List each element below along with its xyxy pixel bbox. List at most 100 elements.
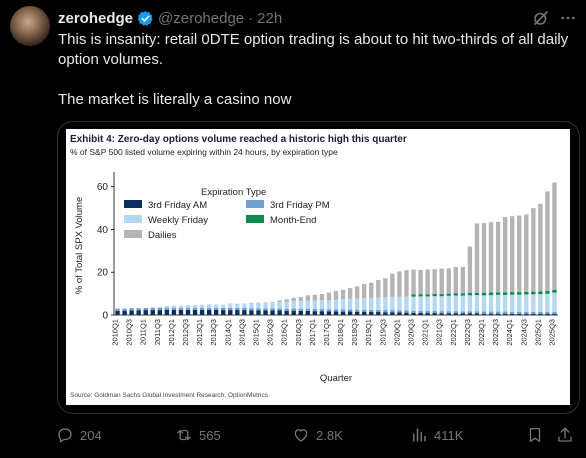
bar-weekly-friday [277,301,282,309]
views-button[interactable]: 411K [410,424,463,446]
bar-3rd-friday-am [270,310,275,315]
x-tick-label: 2023Q3 [491,319,500,346]
bar-3rd-friday-pm [305,308,310,311]
bar-3rd-friday-pm [390,310,395,313]
heart-icon [294,429,308,442]
bar-dailies [488,222,494,293]
bar-weekly-friday [340,299,346,310]
reply-button[interactable]: 204 [56,424,102,446]
avatar[interactable] [10,6,50,46]
bar-3rd-friday-pm [263,308,268,311]
bar-3rd-friday-pm [214,307,219,310]
bar-dailies [376,279,381,298]
x-tick-label: 2022Q3 [463,319,472,346]
bar-dailies [411,269,416,295]
bar-dailies [453,267,458,294]
bar-dailies [319,294,325,301]
bar-weekly-friday [411,296,416,311]
bar-3rd-friday-am [517,313,522,315]
bar-3rd-friday-pm [531,311,536,314]
bar-3rd-friday-am [347,311,353,315]
bar-3rd-friday-am [340,311,346,315]
x-tick-label: 2014Q1 [223,319,232,346]
legend-swatch [246,215,264,223]
legend-swatch [124,230,142,238]
bar-dailies [446,268,451,294]
bar-3rd-friday-am [178,309,184,315]
bar-weekly-friday [199,304,205,308]
bar-month-end [418,294,423,297]
bar-weekly-friday [263,302,268,309]
bar-3rd-friday-am [383,312,388,315]
legend-label: Weekly Friday [148,215,208,226]
bar-month-end [495,292,501,295]
x-tick-label: 2015Q3 [266,319,275,346]
bar-3rd-friday-am [319,311,325,315]
timestamp[interactable]: 22h [257,9,283,27]
bar-3rd-friday-am [277,310,282,315]
chart-title: Exhibit 4: Zero-day options volume reach… [70,134,407,145]
bar-weekly-friday [439,296,444,312]
bar-weekly-friday [545,293,550,312]
bar-3rd-friday-pm [453,311,458,314]
bar-3rd-friday-am [242,310,247,315]
user-handle[interactable]: @zerohedge [158,9,245,27]
repost-button[interactable]: 565 [175,424,221,446]
x-tick-label: 2010Q3 [125,319,134,346]
bar-3rd-friday-pm [397,310,402,313]
bar-weekly-friday [305,300,310,309]
more-options-icon[interactable] [558,9,578,27]
bar-weekly-friday [397,296,402,311]
x-tick-label: 2024Q1 [505,319,514,346]
bar-3rd-friday-am [552,313,557,315]
bar-3rd-friday-am [376,312,381,315]
bar-3rd-friday-am [305,310,310,315]
x-tick-label: 2014Q3 [237,319,246,346]
bar-3rd-friday-pm [228,307,233,311]
bar-3rd-friday-am [298,310,303,315]
grok-icon[interactable] [532,9,550,27]
x-tick-label: 2021Q1 [421,319,430,346]
bar-month-end [502,292,508,295]
bar-3rd-friday-am [143,310,148,315]
chart-svg: 0 20 40 60 % of Total SPX Volume 2010Q1 2010Q3… [74,172,558,384]
bar-weekly-friday [206,304,212,308]
bar-dailies [249,302,254,304]
bookmark-button[interactable] [526,424,544,446]
bar-3rd-friday-am [235,310,240,315]
bar-3rd-friday-am [214,309,219,315]
y-axis-label: % of Total SPX Volume [74,197,85,295]
bar-3rd-friday-am [362,311,367,315]
repost-icon [177,429,191,441]
x-tick-label: 2012Q3 [181,319,190,346]
x-tick-label: 2018Q1 [336,319,345,346]
x-tick-label: 2016Q3 [294,319,303,346]
like-button[interactable]: 2.8K [292,424,343,446]
bar-3rd-friday-pm [206,307,212,310]
bar-month-end [538,291,543,295]
bar-weekly-friday [517,294,522,312]
bar-weekly-friday [404,296,409,311]
bar-3rd-friday-am [404,312,409,315]
bar-3rd-friday-pm [256,308,261,311]
display-name[interactable]: zerohedge [58,9,134,27]
bar-dailies [291,297,296,302]
share-button[interactable] [556,424,574,446]
bar-3rd-friday-am [418,312,423,315]
x-tick-label: 2013Q1 [195,319,204,346]
bar-dailies [439,268,444,295]
bar-3rd-friday-am [369,312,374,315]
bar-3rd-friday-am [122,310,127,315]
bar-3rd-friday-pm [446,311,451,314]
repost-count: 565 [199,427,221,443]
media-card[interactable]: Exhibit 4: Zero-day options volume reach… [57,121,580,414]
bar-weekly-friday [284,301,289,309]
bar-weekly-friday [510,294,515,312]
bar-3rd-friday-pm [488,311,494,314]
bar-weekly-friday [347,298,353,310]
bar-3rd-friday-pm [510,311,515,314]
bar-3rd-friday-am [115,310,120,315]
bar-weekly-friday [488,295,494,312]
bar-3rd-friday-pm [298,308,303,311]
bar-3rd-friday-pm [418,310,423,313]
